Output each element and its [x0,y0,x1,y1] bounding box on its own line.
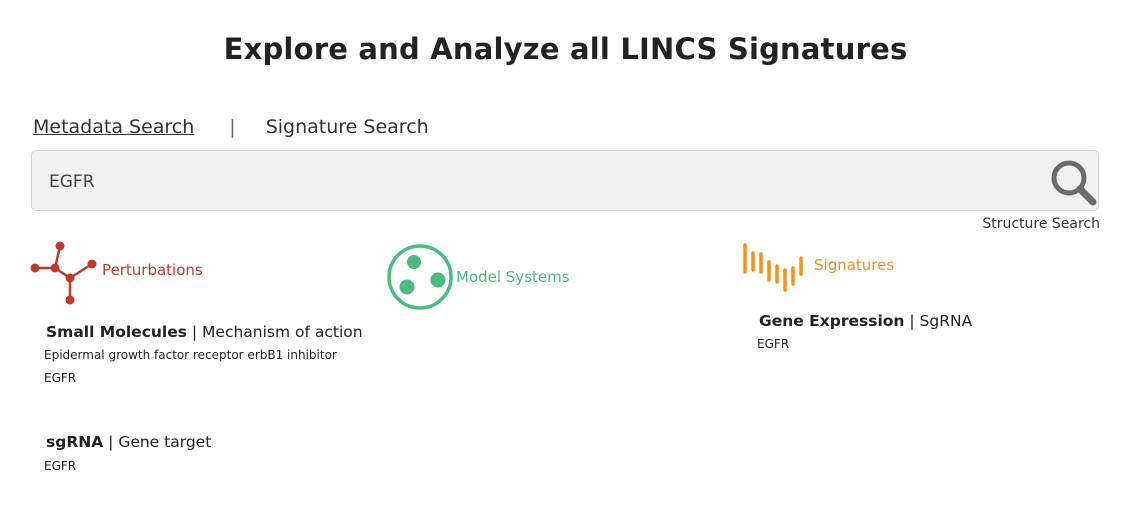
structure-search-link[interactable]: Structure Search [982,216,1100,232]
category-signatures[interactable]: Signatures [742,242,894,294]
magnifier-icon [1051,160,1097,206]
tab-separator: | [229,116,236,138]
category-model-systems[interactable]: Model Systems [386,243,570,311]
result-type: Gene Expression [759,312,905,330]
result-match[interactable]: EGFR [44,371,77,385]
search-input[interactable] [47,165,1031,199]
category-label-model-systems: Model Systems [456,268,570,286]
result-separator: | [904,312,920,330]
result-sgrna-details: EGFR [44,459,76,473]
result-type: Small Molecules [46,323,187,341]
cells-icon [387,244,453,310]
result-small-molecules[interactable]: Small Molecules | Mechanism of action [46,323,363,341]
search-button[interactable] [1048,157,1098,207]
result-separator: | [103,433,119,451]
result-value[interactable]: Epidermal growth factor receptor erbB1 i… [44,348,337,362]
result-header: Small Molecules | Mechanism of action [46,323,363,341]
page-title: Explore and Analyze all LINCS Signatures [223,32,908,66]
molecule-icon [30,241,97,305]
result-field: Gene target [118,433,212,451]
tab-signature-search[interactable]: Signature Search [265,116,429,138]
category-perturbations[interactable]: Perturbations [30,240,203,306]
result-sgrna[interactable]: sgRNA | Gene target [46,433,211,451]
result-match[interactable]: EGFR [757,337,790,351]
category-label-signatures: Signatures [814,256,895,274]
signature-bars-icon [743,243,803,292]
search-mode-tabs: Metadata Search | Signature Search [33,116,429,138]
result-gene-expression[interactable]: Gene Expression | SgRNA [759,312,972,330]
search-bar [31,150,1099,211]
result-header: sgRNA | Gene target [46,433,211,451]
result-header: Gene Expression | SgRNA [759,312,972,330]
category-label-perturbations: Perturbations [102,261,203,279]
result-match[interactable]: EGFR [44,459,77,473]
result-gene-expression-details: EGFR [757,337,789,351]
result-field: Mechanism of action [202,323,363,341]
result-type: sgRNA [46,433,104,451]
tab-metadata-search[interactable]: Metadata Search [33,116,195,138]
result-field: SgRNA [919,312,973,330]
result-separator: | [186,323,203,341]
result-small-molecules-details: Epidermal growth factor receptor erbB1 i… [44,348,337,385]
